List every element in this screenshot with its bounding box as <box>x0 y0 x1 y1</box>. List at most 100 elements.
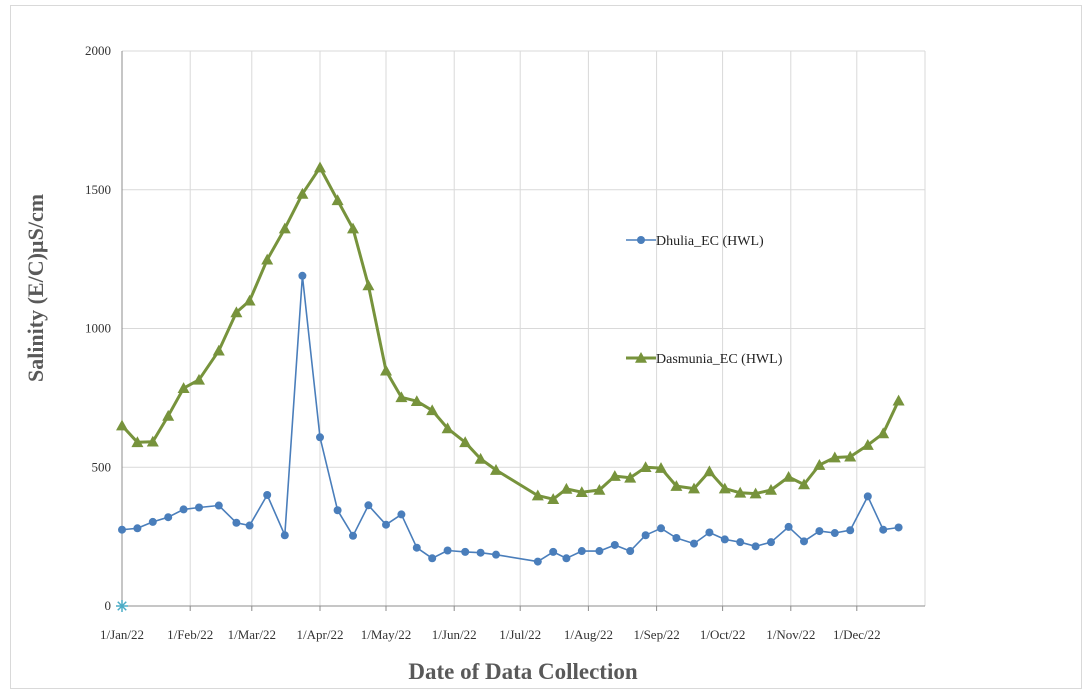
data-point-dasmunia-ec-hwl <box>116 419 128 431</box>
data-point-dhulia-ec-hwl <box>672 534 681 543</box>
x-tick-label: 1/Jan/22 <box>100 627 144 642</box>
data-point-dasmunia-ec-hwl <box>380 364 392 376</box>
data-point-dasmunia-ec-hwl <box>212 344 225 356</box>
data-point-dasmunia-ec-hwl <box>639 461 652 473</box>
data-point-dasmunia-ec-hwl <box>593 484 606 495</box>
data-point-dhulia-ec-hwl <box>164 513 173 522</box>
data-point-dhulia-ec-hwl <box>364 501 373 510</box>
data-point-dhulia-ec-hwl <box>118 525 126 534</box>
data-point-dhulia-ec-hwl <box>263 491 272 499</box>
data-point-dasmunia-ec-hwl <box>608 470 621 481</box>
data-point-dasmunia-ec-hwl <box>718 482 731 494</box>
series-dasmunia-ec-hwl <box>116 161 905 504</box>
legend-item: Dasmunia_EC (HWL) <box>626 352 783 367</box>
legend-marker <box>635 352 647 363</box>
legend-label: Dhulia_EC (HWL) <box>656 234 764 249</box>
data-point-dhulia-ec-hwl <box>333 506 342 515</box>
y-tick-label: 0 <box>105 598 112 613</box>
data-point-dasmunia-ec-hwl <box>193 373 205 385</box>
data-point-dasmunia-ec-hwl <box>131 436 144 448</box>
data-point-dasmunia-ec-hwl <box>230 306 243 318</box>
data-point-dasmunia-ec-hwl <box>547 493 560 504</box>
data-point-dhulia-ec-hwl <box>577 547 586 556</box>
x-axis-title: Date of Data Collection <box>408 659 638 684</box>
data-point-dhulia-ec-hwl <box>705 528 714 537</box>
data-point-dasmunia-ec-hwl <box>474 452 487 464</box>
series-layer <box>116 161 905 612</box>
data-point-dhulia-ec-hwl <box>641 531 650 540</box>
data-point-dhulia-ec-hwl <box>280 531 289 540</box>
data-point-dasmunia-ec-hwl <box>426 404 439 416</box>
x-tick-label: 1/Nov/22 <box>766 627 815 642</box>
data-point-dasmunia-ec-hwl <box>749 487 762 499</box>
data-point-dhulia-ec-hwl <box>179 505 188 514</box>
x-tick-label: 1/Jun/22 <box>432 627 477 642</box>
data-point-dasmunia-ec-hwl <box>655 462 667 473</box>
data-point-dasmunia-ec-hwl <box>782 470 795 482</box>
data-point-dasmunia-ec-hwl <box>162 409 175 421</box>
data-point-dasmunia-ec-hwl <box>362 279 375 291</box>
data-point-dhulia-ec-hwl <box>720 535 729 544</box>
data-point-dasmunia-ec-hwl <box>688 482 700 494</box>
data-point-dhulia-ec-hwl <box>412 543 421 552</box>
data-point-dasmunia-ec-hwl <box>459 436 472 448</box>
data-point-dasmunia-ec-hwl <box>490 464 502 475</box>
data-point-dhulia-ec-hwl <box>736 538 745 547</box>
data-point-dhulia-ec-hwl <box>349 531 357 540</box>
legend: Dhulia_EC (HWL) Dasmunia_EC (HWL) <box>626 234 783 367</box>
data-point-dhulia-ec-hwl <box>690 539 698 548</box>
data-point-dhulia-ec-hwl <box>784 522 793 531</box>
data-point-dasmunia-ec-hwl <box>624 471 637 483</box>
x-tick-label: 1/Oct/22 <box>700 627 746 642</box>
data-point-dhulia-ec-hwl <box>657 524 665 533</box>
data-point-dhulia-ec-hwl <box>214 501 223 510</box>
data-point-dhulia-ec-hwl <box>533 557 542 566</box>
data-point-dasmunia-ec-hwl <box>243 294 256 306</box>
x-tick-label: 1/Aug/22 <box>564 627 613 642</box>
data-point-dasmunia-ec-hwl <box>177 382 190 393</box>
data-point-dasmunia-ec-hwl <box>314 161 326 173</box>
data-point-dhulia-ec-hwl <box>863 492 872 501</box>
data-point-dasmunia-ec-hwl <box>844 450 857 462</box>
series-line-dasmunia-ec-hwl <box>120 166 900 501</box>
data-point-dasmunia-ec-hwl <box>813 459 826 470</box>
data-point-dasmunia-ec-hwl <box>278 222 291 234</box>
data-point-dhulia-ec-hwl <box>815 527 824 536</box>
chart-frame <box>10 5 1082 689</box>
data-point-dhulia-ec-hwl <box>195 503 203 512</box>
data-point-dhulia-ec-hwl <box>562 554 571 563</box>
y-tick-label: 1000 <box>85 321 111 336</box>
data-point-dasmunia-ec-hwl <box>828 451 841 463</box>
data-point-dhulia-ec-hwl <box>492 550 500 559</box>
data-point-dhulia-ec-hwl <box>595 547 604 556</box>
extra-data-point <box>116 600 128 612</box>
axes <box>121 51 925 611</box>
y-tick-label: 2000 <box>85 43 111 58</box>
data-point-dasmunia-ec-hwl <box>531 489 544 501</box>
data-point-dhulia-ec-hwl <box>800 537 808 546</box>
data-point-dasmunia-ec-hwl <box>798 478 810 490</box>
data-point-dasmunia-ec-hwl <box>441 422 454 434</box>
data-point-dasmunia-ec-hwl <box>296 187 309 199</box>
data-point-dhulia-ec-hwl <box>626 547 635 556</box>
y-tick-label: 500 <box>92 459 112 474</box>
data-point-dasmunia-ec-hwl <box>877 427 890 439</box>
data-point-dhulia-ec-hwl <box>549 547 558 556</box>
x-tick-label: 1/Dec/22 <box>833 627 881 642</box>
data-point-dhulia-ec-hwl <box>461 547 470 556</box>
data-point-dasmunia-ec-hwl <box>703 465 716 477</box>
data-point-dasmunia-ec-hwl <box>765 484 777 495</box>
data-point-dhulia-ec-hwl <box>298 271 307 280</box>
data-point-dasmunia-ec-hwl <box>146 435 159 447</box>
x-tick-label: 1/Apr/22 <box>297 627 344 642</box>
data-point-dhulia-ec-hwl <box>232 518 241 527</box>
tick-labels: 0 500 1000 1500 2000 1/Jan/22 1/Feb/22 1/Mar/22… <box>85 43 881 642</box>
data-point-dasmunia-ec-hwl <box>410 395 423 407</box>
data-point-dasmunia-ec-hwl <box>670 480 683 491</box>
data-point-dhulia-ec-hwl <box>133 524 142 533</box>
data-point-dhulia-ec-hwl <box>476 548 485 557</box>
data-point-dasmunia-ec-hwl <box>861 439 874 450</box>
data-point-dhulia-ec-hwl <box>830 529 839 538</box>
data-point-dhulia-ec-hwl <box>316 433 324 442</box>
